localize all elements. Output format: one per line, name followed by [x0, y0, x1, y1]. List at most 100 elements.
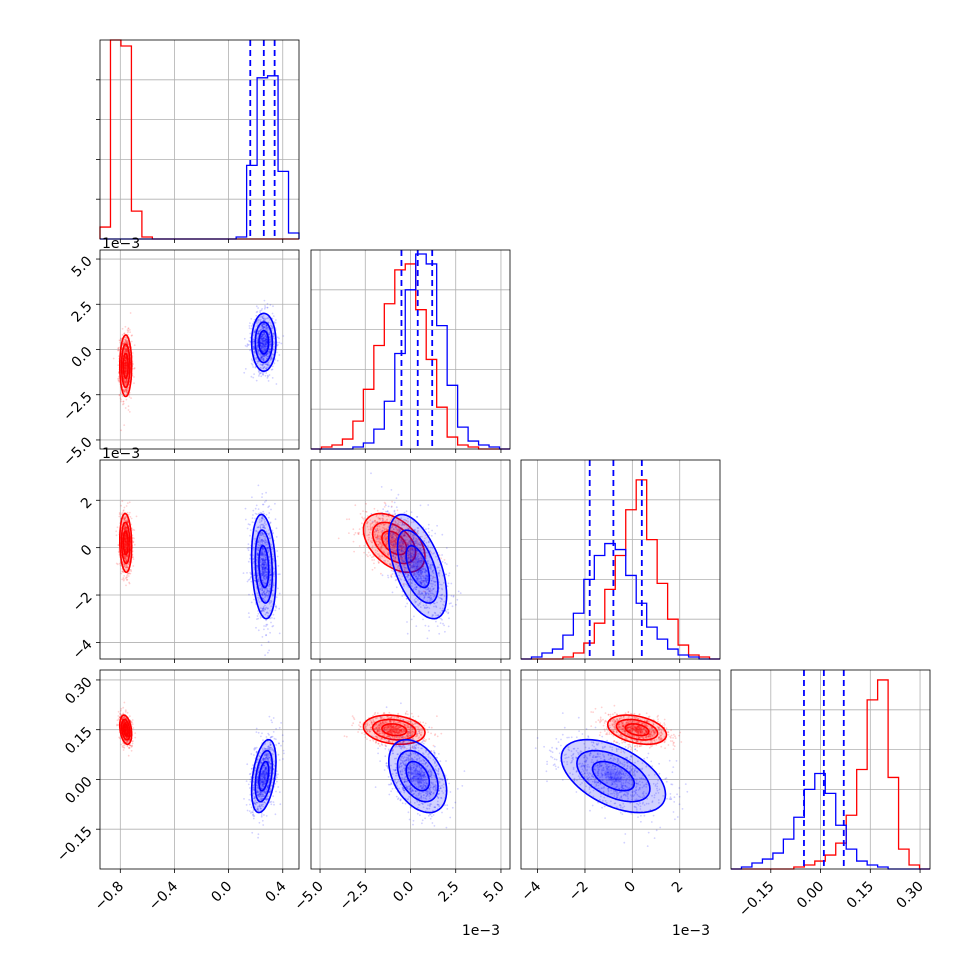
- scatter-point: [124, 347, 127, 350]
- scatter-point: [247, 612, 250, 614]
- scatter-point: [271, 377, 274, 379]
- scatter-point: [126, 350, 128, 353]
- scatter-point: [128, 411, 131, 413]
- scatter-point: [270, 368, 273, 371]
- scatter-point: [249, 332, 252, 335]
- scatter-point: [126, 341, 128, 344]
- scatter-point: [244, 368, 247, 370]
- scatter-point: [271, 617, 273, 619]
- scatter-point: [278, 632, 281, 635]
- scatter-point: [117, 349, 120, 352]
- scatter-point: [118, 346, 121, 349]
- scatter-point: [124, 336, 126, 339]
- scatter-point: [250, 601, 253, 604]
- scatter-point: [354, 504, 357, 507]
- scatter-point: [126, 502, 129, 504]
- scatter-point: [127, 329, 130, 332]
- scatter-point: [117, 377, 120, 380]
- scatter-point: [125, 370, 128, 373]
- scatter-point: [126, 379, 128, 382]
- scatter-point: [244, 518, 247, 521]
- scatter-point: [125, 339, 127, 342]
- scatter-point: [122, 510, 125, 512]
- scatter-point: [125, 379, 128, 382]
- scatter-point: [275, 605, 278, 608]
- scatter-point: [262, 503, 265, 506]
- scatter-point: [124, 366, 127, 369]
- scatter-point: [280, 342, 283, 345]
- scatter-point: [363, 517, 366, 519]
- scatter-point: [122, 402, 125, 405]
- scatter-point: [125, 398, 128, 401]
- scatter-point: [123, 363, 126, 366]
- scatter-point: [123, 362, 126, 365]
- scatter-point: [254, 512, 257, 515]
- scatter-point: [125, 361, 127, 364]
- scatter-point: [125, 378, 128, 381]
- scatter-point: [282, 335, 285, 337]
- scatter-point: [121, 512, 124, 514]
- scatter-point: [124, 370, 127, 372]
- scatter-point: [250, 358, 253, 360]
- scatter-point: [123, 389, 125, 392]
- scatter-point: [130, 334, 133, 337]
- scatter-point: [270, 508, 272, 511]
- scatter-point: [381, 574, 384, 577]
- scatter-point: [401, 595, 404, 597]
- scatter-point: [248, 325, 251, 327]
- scatter-point: [267, 375, 269, 378]
- scatter-point: [133, 344, 136, 347]
- scatter-point: [264, 305, 266, 307]
- scatter-point: [269, 631, 271, 634]
- scatter-point: [445, 563, 448, 565]
- scatter-point: [120, 429, 122, 432]
- scatter-point: [246, 580, 249, 583]
- scatter-point: [441, 560, 444, 563]
- scatter-point: [125, 367, 128, 370]
- scatter-point: [125, 391, 128, 393]
- scatter-point: [373, 567, 376, 569]
- scatter-point: [120, 338, 123, 340]
- scatter-point: [124, 365, 127, 368]
- scatter-point: [391, 513, 394, 516]
- scatter-point: [372, 555, 375, 558]
- scatter-point: [395, 497, 398, 500]
- scatter-point: [123, 361, 126, 364]
- scatter-point: [117, 349, 119, 352]
- scatter-point: [122, 340, 125, 342]
- scatter-point: [126, 352, 129, 354]
- scatter-point: [438, 554, 441, 557]
- scatter-point: [369, 554, 372, 557]
- scatter-point: [246, 572, 248, 574]
- scatter-point: [263, 628, 265, 631]
- scatter-point: [124, 365, 127, 367]
- scatter-point: [404, 605, 407, 608]
- scatter-point: [118, 515, 121, 518]
- scatter-point: [125, 357, 127, 360]
- scatter-point: [251, 593, 254, 596]
- scatter-point: [251, 517, 254, 520]
- scatter-point: [117, 347, 119, 350]
- scatter-point: [125, 389, 128, 392]
- scatter-point: [268, 374, 271, 376]
- scatter-point: [124, 373, 127, 376]
- scatter-point: [126, 329, 129, 331]
- scatter-point: [127, 327, 130, 329]
- scatter-point: [359, 513, 362, 515]
- scatter-point: [271, 365, 274, 368]
- scatter-point: [125, 368, 127, 371]
- scatter-point: [128, 501, 131, 504]
- scatter-point: [128, 329, 131, 331]
- scatter-point: [125, 378, 127, 381]
- scatter-point: [125, 383, 127, 386]
- scatter-point: [250, 580, 253, 583]
- scatter-point: [124, 362, 127, 365]
- scatter-point: [248, 327, 251, 329]
- scatter-point: [125, 365, 128, 368]
- scatter-point: [124, 325, 127, 328]
- scatter-point: [119, 339, 122, 342]
- scatter-point: [115, 530, 118, 533]
- scatter-point: [391, 500, 393, 503]
- scatter-point: [265, 513, 268, 516]
- scatter-point: [125, 362, 128, 365]
